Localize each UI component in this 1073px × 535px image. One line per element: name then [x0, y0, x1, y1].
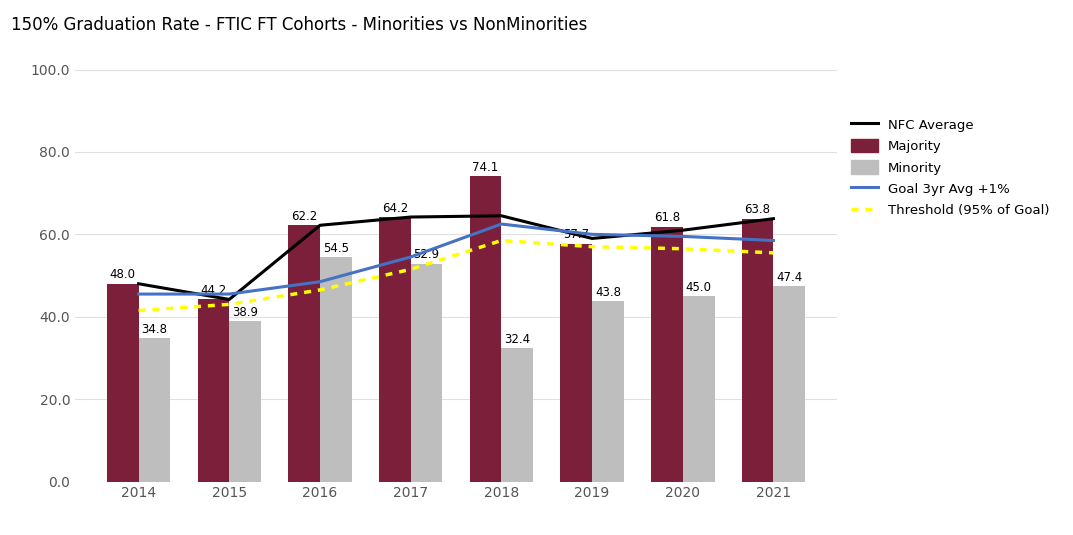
Bar — [741, 219, 774, 482]
Text: 63.8: 63.8 — [745, 203, 770, 216]
Text: 150% Graduation Rate - FTIC FT Cohorts - Minorities vs NonMinorities: 150% Graduation Rate - FTIC FT Cohorts -… — [11, 16, 587, 34]
Bar — [320, 257, 352, 482]
Bar — [230, 321, 261, 482]
Text: 47.4: 47.4 — [776, 271, 803, 284]
Text: 43.8: 43.8 — [594, 286, 621, 299]
Text: 52.9: 52.9 — [413, 248, 440, 261]
Text: 45.0: 45.0 — [686, 281, 711, 294]
Text: 32.4: 32.4 — [504, 333, 530, 346]
Bar — [411, 264, 442, 482]
Bar — [138, 338, 171, 482]
Bar — [379, 217, 411, 482]
Bar — [592, 301, 623, 482]
Text: 74.1: 74.1 — [472, 161, 499, 174]
Text: 62.2: 62.2 — [291, 210, 318, 223]
Bar — [560, 244, 592, 482]
Text: 57.7: 57.7 — [563, 228, 589, 241]
Text: 54.5: 54.5 — [323, 241, 349, 255]
Bar — [197, 300, 230, 482]
Text: 34.8: 34.8 — [142, 323, 167, 335]
Bar — [470, 176, 501, 482]
Bar — [107, 284, 138, 482]
Text: 44.2: 44.2 — [201, 284, 226, 297]
Text: 61.8: 61.8 — [653, 211, 680, 225]
Bar — [651, 227, 682, 482]
Text: 48.0: 48.0 — [109, 268, 135, 281]
Bar — [289, 225, 320, 482]
Bar — [682, 296, 715, 482]
Bar — [501, 348, 533, 482]
Bar — [774, 286, 805, 482]
Legend: NFC Average, Majority, Minority, Goal 3yr Avg +1%, Threshold (95% of Goal): NFC Average, Majority, Minority, Goal 3y… — [851, 117, 1049, 217]
Text: 64.2: 64.2 — [382, 202, 408, 215]
Text: 38.9: 38.9 — [232, 306, 259, 319]
